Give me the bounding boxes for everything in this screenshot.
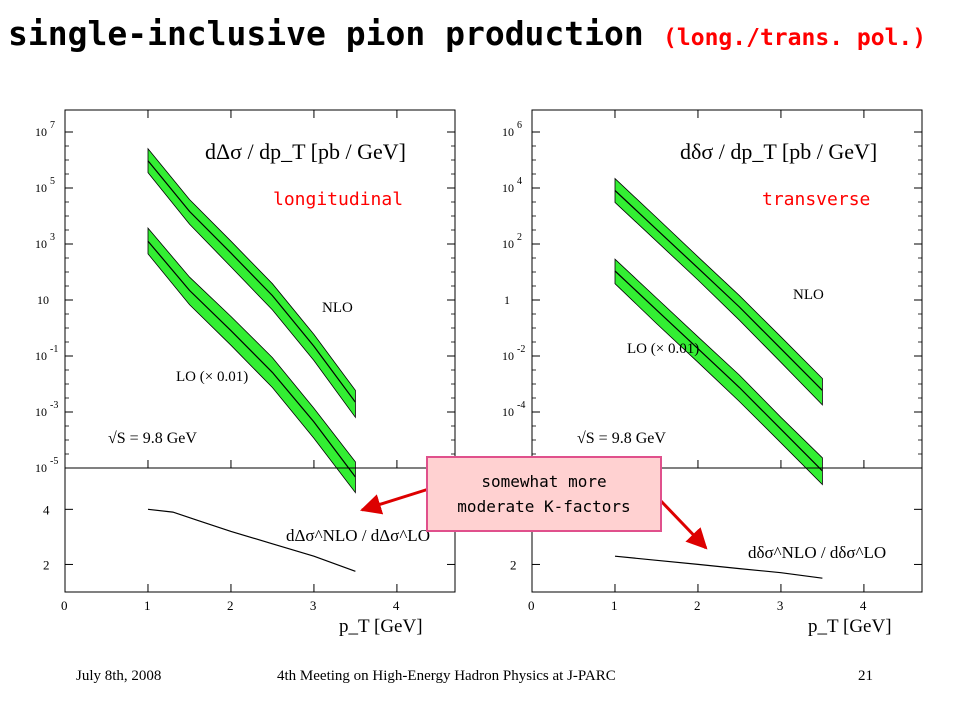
left-ytick-label: 10 -3 xyxy=(35,400,58,419)
right-xlabel: p_T [GeV] xyxy=(808,616,892,637)
right-energy-label: √S = 9.8 GeV xyxy=(577,430,666,447)
left-xtick-label: 4 xyxy=(393,598,400,613)
left-curve-lo xyxy=(147,240,356,478)
right-xtick-label: 4 xyxy=(860,598,867,613)
callout-line-2: moderate K-factors xyxy=(457,497,631,516)
callout-arrow-right xyxy=(658,498,708,550)
slide-title: single-inclusive pion production (long./… xyxy=(8,14,953,74)
footer-date: July 8th, 2008 xyxy=(76,668,162,684)
left-energy-label: √S = 9.8 GeV xyxy=(108,430,197,447)
left-curve-nlo xyxy=(147,160,356,403)
footer-meeting: 4th Meeting on High-Energy Hadron Physic… xyxy=(277,668,616,684)
right-ytick-label: 10 4 xyxy=(502,176,522,195)
left-band-lo xyxy=(147,227,356,494)
kfactor-callout: somewhat more moderate K-factors xyxy=(426,456,662,532)
right-xtick-label: 2 xyxy=(694,598,701,613)
left-ratio-curve xyxy=(147,508,356,572)
right-curve-nlo xyxy=(614,190,823,391)
left-annotation: longitudinal xyxy=(273,189,403,210)
right-ratio-ytick-label: 2 xyxy=(510,557,517,572)
right-ytick-label: 10 -2 xyxy=(502,344,525,363)
left-xtick-label: 3 xyxy=(310,598,317,613)
left-ytick-label: 10 -1 xyxy=(35,344,58,363)
left-xtick-label: 0 xyxy=(61,598,68,613)
left-ytick-label: 10 xyxy=(37,293,49,307)
right-xtick-label: 3 xyxy=(777,598,784,613)
left-ytick-label: 10 -5 xyxy=(35,456,58,475)
callout-line-1: somewhat more xyxy=(481,472,607,491)
left-ratio-ytick-label: 4 xyxy=(43,502,50,517)
left-band-nlo xyxy=(147,147,356,419)
left-ytick-label: 10 7 xyxy=(35,120,55,139)
left-xtick-label: 1 xyxy=(144,598,151,613)
right-ytick-label: 10 2 xyxy=(502,232,522,251)
right-xtick-label: 1 xyxy=(611,598,618,613)
right-ytick-label: 1 xyxy=(504,293,510,307)
right-panel-texts: dδσ / dp_T [pb / GeV] transverse NLO LO … xyxy=(577,139,892,637)
left-ytick-label: 10 3 xyxy=(35,232,55,251)
left-ytick-label: 10 5 xyxy=(35,176,55,195)
left-panel-texts: dΔσ / dp_T [pb / GeV] longitudinal NLO L… xyxy=(108,139,430,637)
left-series-label-nlo: NLO xyxy=(322,300,353,316)
right-curve-lo xyxy=(614,270,823,472)
right-ratio-curve xyxy=(614,555,823,579)
right-annotation: transverse xyxy=(762,189,870,210)
right-series-label-nlo: NLO xyxy=(793,287,824,303)
callout-arrow-left xyxy=(359,486,433,515)
left-xlabel: p_T [GeV] xyxy=(339,616,423,637)
right-ratio-label: dδσ^NLO / dδσ^LO xyxy=(748,543,886,562)
right-xtick-label: 0 xyxy=(528,598,535,613)
right-band-nlo xyxy=(614,177,823,406)
left-ratio-ytick-label: 2 xyxy=(43,557,50,572)
right-series-label-lo: LO (× 0.01) xyxy=(627,341,699,357)
left-xtick-label: 2 xyxy=(227,598,234,613)
left-ylabel: dΔσ / dp_T [pb / GeV] xyxy=(205,139,406,164)
slide-title-polarization: (long./trans. pol.) xyxy=(663,25,927,51)
left-ratio-label: dΔσ^NLO / dΔσ^LO xyxy=(286,526,430,545)
footer-page-number: 21 xyxy=(858,668,873,684)
right-band-lo xyxy=(614,258,823,486)
left-series-label-lo: LO (× 0.01) xyxy=(176,369,248,385)
right-ytick-label: 10 -4 xyxy=(502,400,525,419)
slide-title-main: single-inclusive pion production xyxy=(8,14,644,53)
right-ylabel: dδσ / dp_T [pb / GeV] xyxy=(680,139,877,164)
right-ytick-label: 10 6 xyxy=(502,120,522,139)
